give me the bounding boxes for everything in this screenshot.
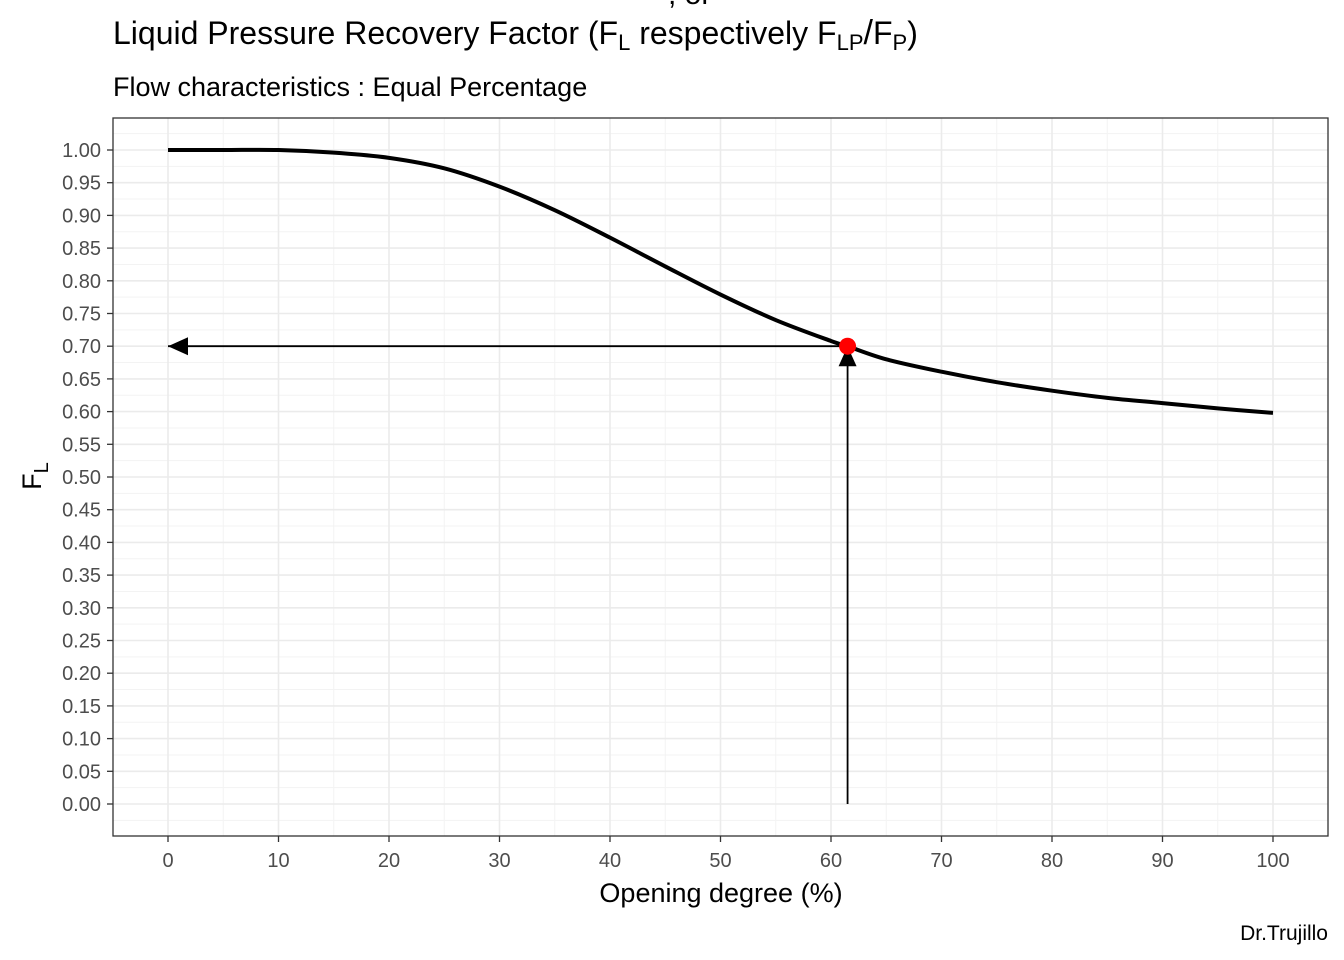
axis-ticks xyxy=(107,149,1274,842)
arrow-head xyxy=(168,337,188,356)
y-tick-label: 0.75 xyxy=(62,304,101,326)
title-f: F xyxy=(872,15,893,51)
title-sub-lp: LP xyxy=(836,30,864,55)
x-tick-label: 80 xyxy=(1041,850,1063,872)
chart-caption: Dr.Trujillo xyxy=(1240,922,1328,945)
x-tick-label: 100 xyxy=(1256,850,1289,872)
y-tick-label: 0.50 xyxy=(62,467,101,489)
y-tick-label: 0.10 xyxy=(62,729,101,751)
x-tick-label: 70 xyxy=(930,850,952,872)
y-tick-label: 0.20 xyxy=(62,663,101,685)
chart-subtitle: Flow characteristics : Equal Percentage xyxy=(113,72,588,102)
y-tick-label: 0.30 xyxy=(62,598,101,620)
x-tick-label: 0 xyxy=(162,850,173,872)
y-axis-title-main: F xyxy=(17,473,47,490)
y-tick-label: 0.45 xyxy=(62,500,101,522)
chart-title: Liquid Pressure Recovery Factor (FL resp… xyxy=(113,14,918,56)
point-layer xyxy=(839,337,857,355)
y-tick-label: 0.40 xyxy=(62,532,101,554)
y-tick-label: 0.00 xyxy=(62,794,101,816)
y-tick-label: 0.35 xyxy=(62,565,101,587)
grid-major xyxy=(113,118,1328,836)
series-line xyxy=(167,147,1274,415)
title-sub-l: L xyxy=(618,30,631,55)
title-middle: respectively F xyxy=(630,15,837,51)
arrow-layer xyxy=(168,337,857,804)
highlight-point xyxy=(839,337,857,355)
y-tick-label: 0.15 xyxy=(62,696,101,718)
x-tick-label: 30 xyxy=(488,850,510,872)
y-tick-label: 0.25 xyxy=(62,631,101,653)
y-tick-labels: 0.00 0.05 0.10 0.15 0.20 0.25 0.30 0.35 0.40 0.45… xyxy=(62,140,101,816)
y-tick-label: 0.65 xyxy=(62,369,101,391)
x-tick-label: 10 xyxy=(267,850,289,872)
y-tick-label: 0.05 xyxy=(62,761,101,783)
y-tick-label: 0.55 xyxy=(62,434,101,456)
x-tick-labels: 0 10 20 30 40 50 60 70 80 90 100 xyxy=(162,850,1289,872)
y-tick-label: 0.60 xyxy=(62,402,101,424)
title-sub-p: P xyxy=(892,30,908,55)
x-tick-label: 60 xyxy=(820,850,842,872)
x-tick-label: 40 xyxy=(599,850,621,872)
y-tick-label: 0.80 xyxy=(62,271,101,293)
x-tick-label: 20 xyxy=(378,850,400,872)
y-axis-title: FL xyxy=(17,462,53,490)
y-axis-title-sub: L xyxy=(31,462,53,473)
y-tick-label: 0.90 xyxy=(62,205,101,227)
y-tick-label: 0.85 xyxy=(62,238,101,260)
y-tick-label: 1.00 xyxy=(62,140,101,162)
x-tick-label: 50 xyxy=(709,850,731,872)
x-axis-title: Opening degree (%) xyxy=(599,878,842,908)
arrow-head xyxy=(838,346,857,367)
title-prefix: Liquid Pressure Recovery Factor (F xyxy=(113,15,619,51)
title-close: ) xyxy=(907,15,918,51)
x-tick-label: 90 xyxy=(1151,850,1173,872)
grid-minor xyxy=(113,118,1328,836)
series-layer xyxy=(167,147,1274,415)
title-slash: / xyxy=(863,14,873,52)
y-tick-label: 0.70 xyxy=(62,336,101,358)
y-tick-label: 0.95 xyxy=(62,173,101,195)
title-overflow-fragment: , or xyxy=(668,0,711,12)
